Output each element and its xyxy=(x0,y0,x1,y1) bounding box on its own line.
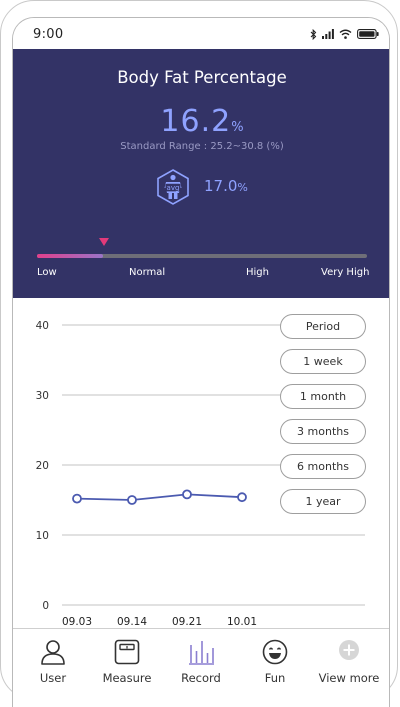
period-header-button[interactable]: Period xyxy=(280,314,366,339)
y-tick-label: 20 xyxy=(36,460,49,472)
tab-user-label: User xyxy=(39,671,67,685)
tab-record-label: Record xyxy=(181,671,221,685)
app-screen: 9:00 Body Fat Percentage 16.2% Standard … xyxy=(12,17,390,707)
tab-measure[interactable]: Measure xyxy=(92,629,162,691)
body-fat-number: 16.2 xyxy=(160,104,232,139)
tab-fun[interactable]: Fun xyxy=(240,629,310,691)
x-tick-label: 10.01 xyxy=(227,616,257,628)
period-1-week-button[interactable]: 1 week xyxy=(280,349,366,374)
y-tick-label: 30 xyxy=(36,390,49,402)
bottom-tab-bar: User Measure Record Fun View more xyxy=(13,628,389,707)
battery-icon xyxy=(357,29,379,39)
signal-icon xyxy=(322,29,334,39)
current-level-marker xyxy=(99,238,109,246)
scale-icon xyxy=(114,639,140,665)
status-time: 9:00 xyxy=(33,27,64,42)
user-icon xyxy=(41,640,65,665)
series-line xyxy=(76,493,243,501)
y-tick-label: 10 xyxy=(36,530,49,542)
level-normal: Normal xyxy=(129,267,166,278)
tab-user[interactable]: User xyxy=(18,629,88,691)
standard-range: Standard Range : 25.2~30.8 (%) xyxy=(120,141,284,152)
smile-icon xyxy=(262,639,288,665)
tab-measure-label: Measure xyxy=(102,671,152,685)
x-tick-label: 09.03 xyxy=(62,616,92,628)
status-icons xyxy=(310,28,379,40)
body-fat-value: 16.2% xyxy=(13,104,389,139)
level-low: Low xyxy=(37,267,57,278)
page-title: Body Fat Percentage xyxy=(117,68,287,87)
summary-panel: Body Fat Percentage 16.2% Standard Range… xyxy=(13,49,389,298)
period-1-month-button[interactable]: 1 month xyxy=(280,384,366,409)
data-point xyxy=(127,495,137,505)
average-number: 17.0 xyxy=(204,177,238,195)
tab-record[interactable]: Record xyxy=(166,629,236,691)
level-bar-fill xyxy=(37,254,103,258)
data-point xyxy=(72,493,82,504)
x-tick-label: 09.14 xyxy=(117,616,147,628)
period-1-year-button[interactable]: 1 year xyxy=(280,489,366,514)
tab-fun-label: Fun xyxy=(264,671,286,685)
level-very-high: Very High xyxy=(321,267,370,278)
body-fat-unit: % xyxy=(231,120,244,135)
y-tick-label: 40 xyxy=(36,320,49,332)
average-value: 17.0% xyxy=(204,176,248,195)
period-6-months-button[interactable]: 6 months xyxy=(280,454,366,479)
average-person-icon: avg xyxy=(157,169,189,205)
tab-view-more[interactable]: View more xyxy=(314,629,384,691)
wifi-icon xyxy=(339,29,352,39)
body-fat-chart: 40 30 20 10 0 09.03 09.14 09.21 10.01 Period 1 w… xyxy=(13,298,389,628)
y-tick-label: 0 xyxy=(42,600,49,612)
plus-circle-icon xyxy=(339,640,359,660)
tab-view-more-label: View more xyxy=(318,671,380,685)
average-unit: % xyxy=(237,181,248,194)
bar-chart-icon xyxy=(189,641,214,665)
level-high: High xyxy=(246,267,269,278)
level-bar xyxy=(37,254,367,258)
data-point xyxy=(237,492,247,503)
bluetooth-icon xyxy=(310,28,317,40)
line-chart: 40 30 20 10 0 09.03 09.14 09.21 10.01 xyxy=(36,320,365,628)
x-tick-label: 09.21 xyxy=(172,616,202,628)
avg-icon-text: avg xyxy=(167,184,180,192)
period-3-months-button[interactable]: 3 months xyxy=(280,419,366,444)
status-bar: 9:00 xyxy=(13,18,389,49)
data-point xyxy=(182,489,192,500)
